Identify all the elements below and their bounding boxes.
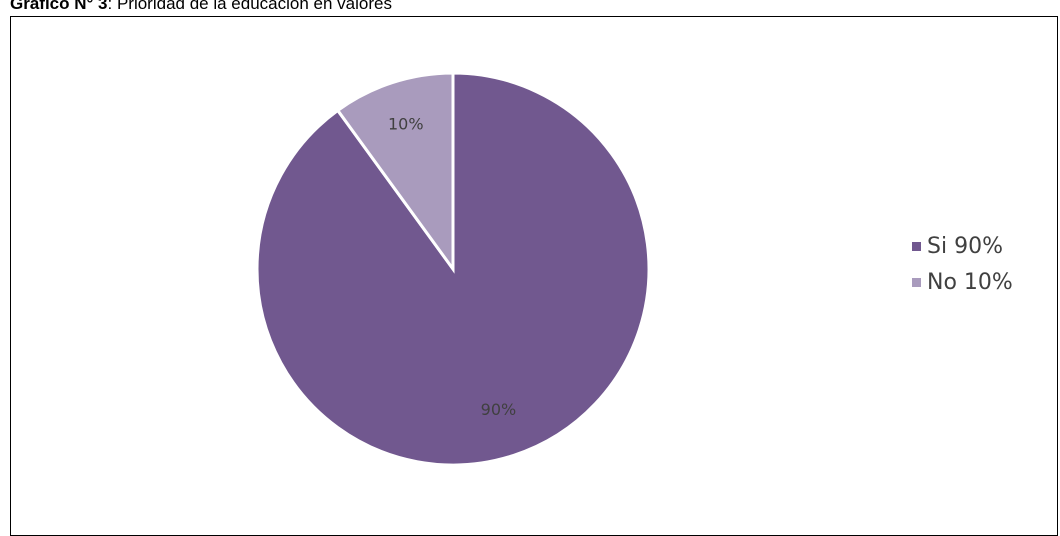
data-label-no: 10% — [388, 115, 424, 134]
legend-label-si: Si 90% — [927, 233, 1003, 259]
legend-swatch-no — [912, 277, 921, 287]
figure-caption-text: : Prioridad de la educación en valores — [107, 0, 392, 13]
pie-slice-no — [335, 71, 455, 274]
legend: Si 90% No 10% — [912, 228, 1013, 300]
legend-swatch-si — [912, 241, 921, 251]
legend-item-no: No 10% — [912, 264, 1013, 300]
figure-caption: Gráfico N° 3: Prioridad de la educación … — [10, 0, 392, 14]
legend-label-no: No 10% — [927, 269, 1013, 295]
pie-chart: 90% 10% — [255, 71, 651, 467]
figure-caption-label: Gráfico N° 3 — [10, 0, 108, 13]
data-label-si: 90% — [481, 400, 517, 419]
legend-item-si: Si 90% — [912, 228, 1013, 264]
